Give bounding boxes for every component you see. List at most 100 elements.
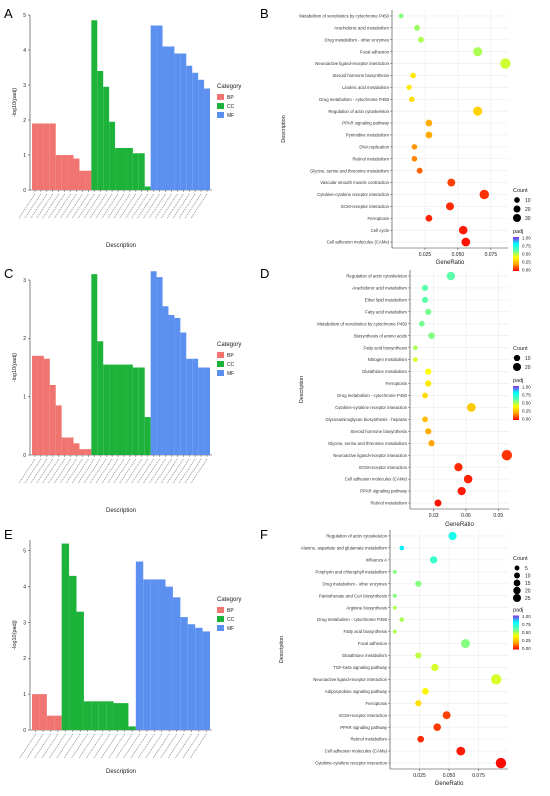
x-tick-label-rotated: [125, 458, 143, 484]
bar-cc-1: [91, 20, 98, 190]
x-tick-label-rotated: [172, 193, 190, 219]
bar-mf-6: [180, 53, 187, 190]
count-legend-label: 10: [525, 198, 531, 204]
count-legend-dot: [513, 363, 521, 371]
x-tick-label-rotated: [160, 193, 178, 219]
bar-mf-2: [143, 579, 151, 730]
x-tick-label-rotated: [137, 458, 155, 484]
point: [422, 688, 429, 695]
x-tick-label-rotated: [113, 193, 131, 219]
bar-bp-4: [49, 123, 56, 190]
x-tick-label-rotated: [155, 458, 172, 484]
bar-mf-8: [187, 624, 196, 730]
bar-cc-9: [121, 703, 129, 730]
bar-bp-9: [79, 449, 86, 455]
panel-letter-E: E: [4, 527, 13, 542]
x-tick-label-rotated: [119, 458, 137, 484]
bar-mf-7: [186, 65, 193, 190]
x-tick-label-rotated: [166, 458, 184, 484]
term-label: Focal adhesion: [358, 641, 388, 646]
bar-cc-4: [109, 364, 116, 455]
panel-letter-C: C: [4, 266, 13, 281]
padj-colorbar: [513, 237, 519, 271]
x-tick-label-rotated: [160, 733, 177, 759]
x-tick-label: 0.075: [472, 773, 485, 779]
x-tick-label-rotated: [41, 733, 59, 759]
bar-cc-7: [106, 701, 114, 730]
padj-legend-label: 0.25: [522, 260, 531, 265]
bar-mf-8: [192, 358, 199, 455]
x-tick-label-rotated: [63, 733, 81, 759]
x-tick-label-rotated: [149, 458, 166, 484]
point: [501, 450, 513, 461]
bar-mf-10: [204, 367, 210, 455]
x-tick-label-rotated: [83, 458, 101, 484]
point: [491, 674, 502, 685]
bar-bp-10: [85, 170, 92, 190]
point: [456, 746, 466, 756]
padj-colorbar: [513, 386, 519, 420]
x-tick-label-rotated: [24, 193, 42, 219]
bar-cc-9: [138, 367, 145, 455]
count-legend-dot: [514, 572, 520, 579]
point: [422, 392, 428, 399]
legend-label-bp: BP: [227, 608, 234, 614]
legend-label-cc: CC: [227, 362, 235, 368]
x-tick-label-rotated: [182, 733, 200, 759]
term-label: Glycine, serine and threonine metabolism: [310, 168, 389, 173]
bar-mf-4: [168, 315, 175, 455]
panel-letter-B: B: [260, 6, 269, 21]
x-tick-label-rotated: [26, 733, 44, 759]
term-label: Regulation of actin cytoskeleton: [346, 274, 407, 279]
term-label: Ether lipid metabolism: [365, 297, 408, 302]
bar-bp-2: [39, 694, 47, 730]
point: [411, 155, 418, 162]
term-label: Focal adhesion: [360, 49, 390, 54]
bar-cc-3: [103, 86, 110, 190]
bar-bp-2: [37, 123, 44, 190]
count-legend-dot: [513, 205, 521, 213]
x-tick-label-rotated: [78, 733, 96, 759]
padj-legend-title: padj: [513, 378, 523, 384]
bar-cc-5: [91, 701, 99, 730]
bar-bp-4: [54, 715, 62, 730]
x-axis-label: Description: [106, 508, 136, 514]
point: [461, 237, 471, 247]
bar-bp-5: [55, 155, 62, 190]
x-tick-label-rotated: [130, 733, 148, 759]
bar-cc-9: [138, 153, 145, 190]
point: [457, 486, 466, 496]
term-label: Steroid hormone biosynthesis: [332, 73, 389, 78]
bar-bp-7: [67, 437, 74, 455]
point: [448, 531, 457, 541]
x-tick-label-rotated: [172, 458, 190, 484]
count-legend-label: 5: [525, 566, 528, 572]
bar-mf-6: [180, 332, 187, 455]
point: [425, 380, 432, 387]
point: [410, 72, 416, 79]
bar-bp-4: [49, 385, 56, 455]
bar-bp-7: [67, 155, 74, 190]
bar-cc-6: [98, 701, 107, 730]
bar-bp-8: [73, 443, 80, 455]
point: [415, 580, 422, 587]
bar-cc-10: [128, 726, 136, 730]
bar-cc-8: [113, 703, 121, 730]
x-tick-label-rotated: [152, 733, 170, 759]
term-label: Cell cycle: [371, 228, 390, 233]
count-legend-title: Count: [513, 188, 528, 194]
legend-swatch-mf: [217, 112, 224, 118]
point: [500, 58, 511, 69]
legend-title: Category: [217, 342, 241, 348]
x-tick-label-rotated: [48, 193, 66, 219]
x-tick-label-rotated: [138, 733, 155, 759]
dot-panel-B: B 0.025 0.050 0.075 Metabolism of xenobiotic…: [260, 6, 531, 273]
count-legend-label: 20: [525, 207, 531, 213]
legend-title: Category: [217, 84, 241, 90]
point: [411, 144, 418, 150]
bar-bp-6: [61, 155, 68, 190]
y-axis-label: -log10(padj): [12, 353, 18, 383]
y-axis-label: Description: [279, 636, 285, 664]
term-label: Cell adhesion molecules (CAMs): [327, 240, 390, 245]
